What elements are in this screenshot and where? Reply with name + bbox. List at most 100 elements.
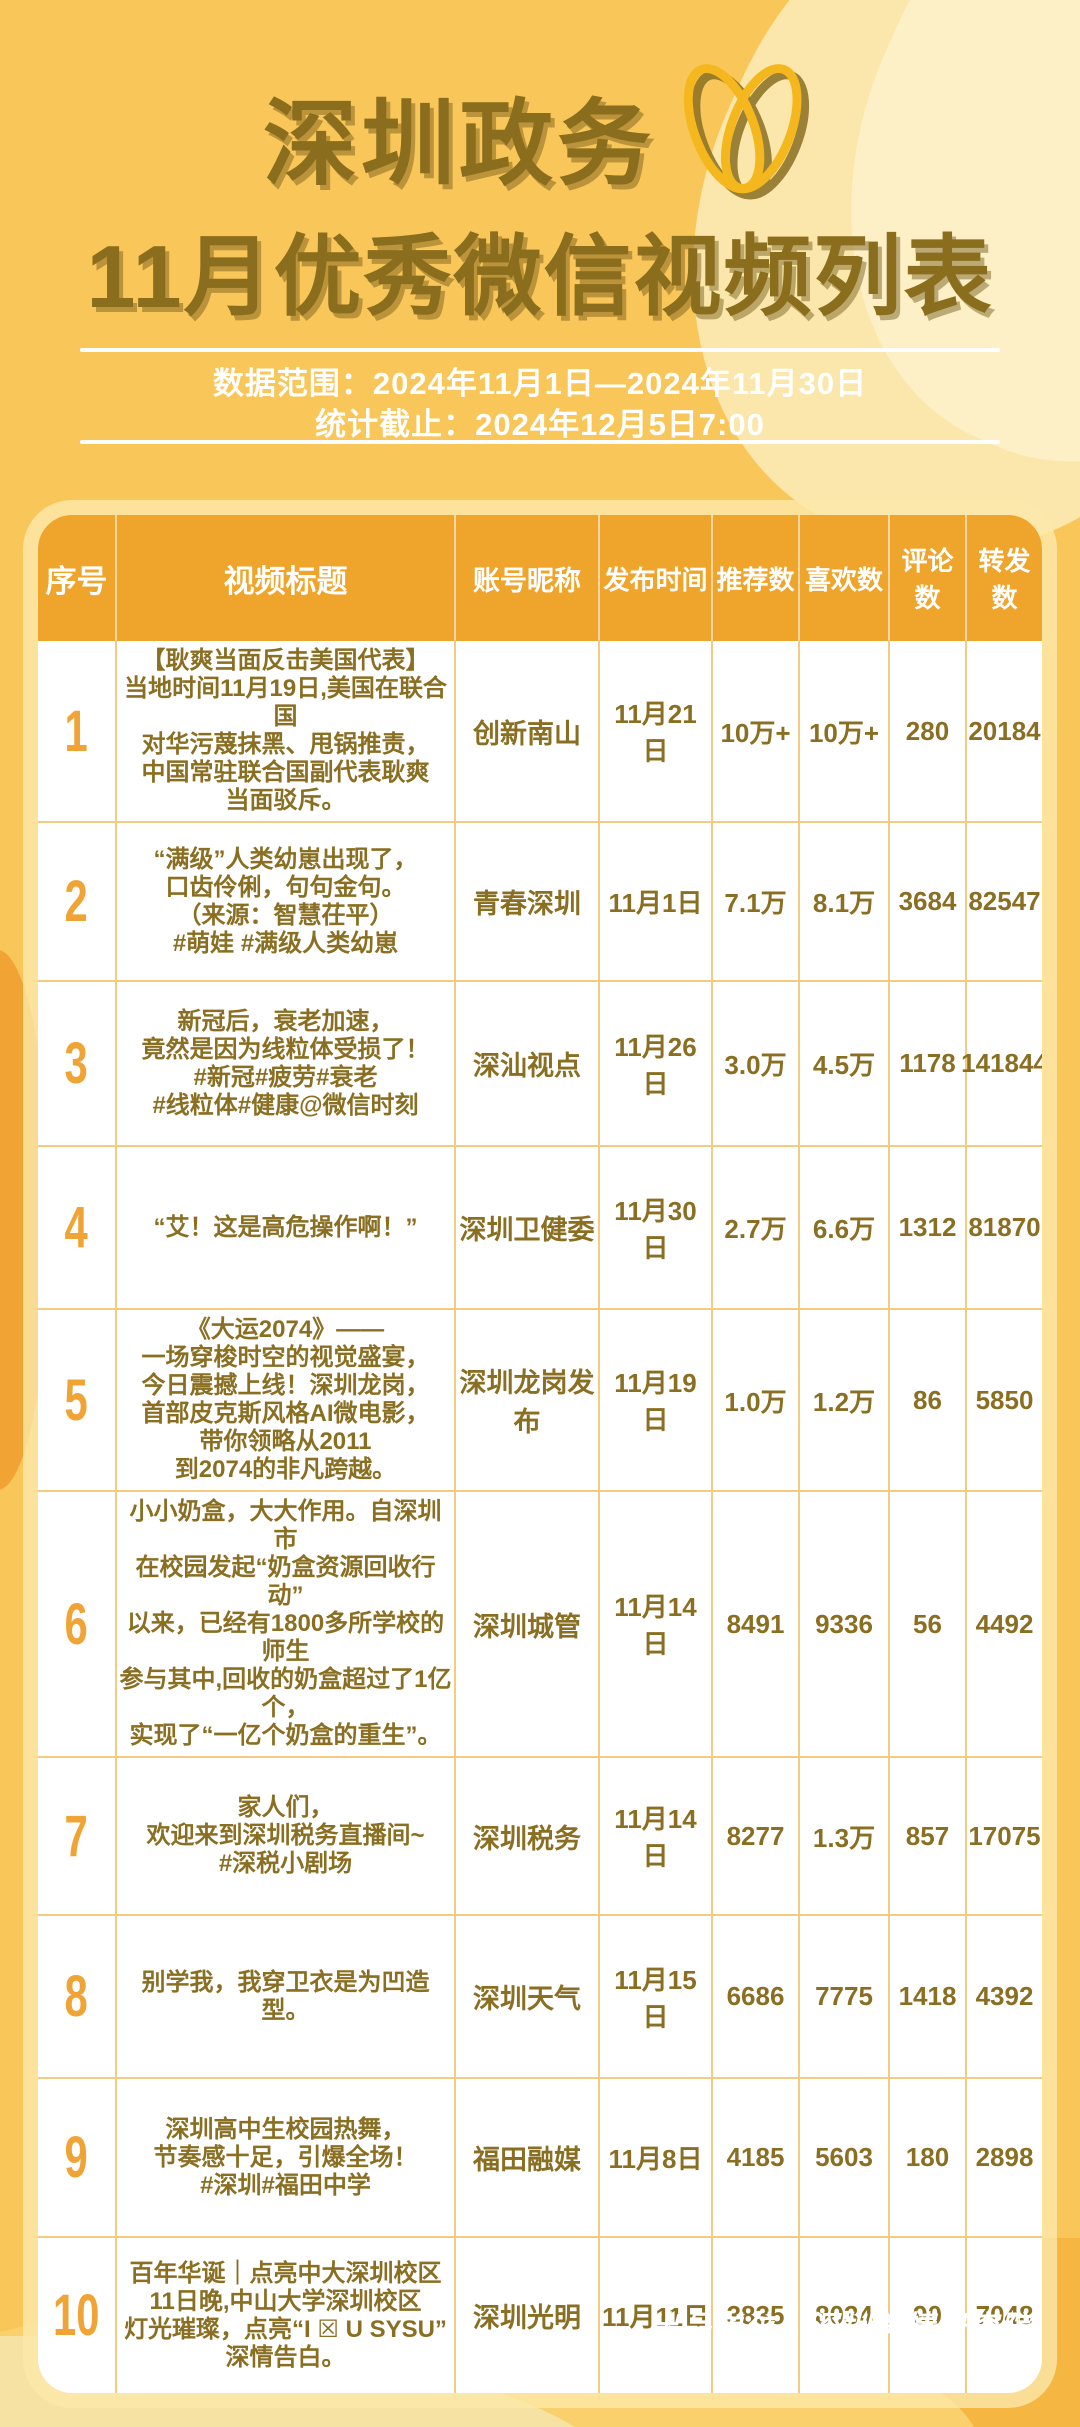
cell-account: 深圳税务 (456, 1758, 600, 1914)
cell-title: 新冠后，衰老加速， 竟然是因为线粒体受损了！ #新冠#疲劳#衰老 #线粒体#健康… (117, 982, 456, 1145)
cell-likes: 10万+ (800, 641, 890, 821)
table-row: 6 小小奶盒，大大作用。自深圳市 在校园发起“奶盒资源回收行动” 以来，已经有18… (38, 1492, 1042, 1758)
cell-comments: 3684 (890, 823, 967, 980)
table-header-row: 序号 视频标题 账号昵称 发布时间 推荐数 喜欢数 评论数 转发数 (38, 515, 1042, 641)
cell-publish_date: 11月15日 (600, 1916, 713, 2077)
cell-shares: 4392 (975, 1981, 1034, 2011)
cell-comments: 1178 (890, 982, 967, 1145)
cell-recommends: 10万+ (713, 641, 800, 821)
page-subtitle: 11月优秀微信视频列表 (86, 227, 994, 326)
cell-title: 小小奶盒，大大作用。自深圳市 在校园发起“奶盒资源回收行动” 以来，已经有180… (117, 1492, 456, 1756)
cell-account: 福田融媒 (456, 2079, 600, 2236)
cell-no: 3 (38, 982, 117, 1145)
cell-title: “满级”人类幼崽出现了， 口齿伶俐，句句金句。 （来源：智慧茌平） #萌娃 #满… (117, 823, 456, 980)
cell-likes: 5603 (800, 2079, 890, 2236)
table-row: 2 “满级”人类幼崽出现了， 口齿伶俐，句句金句。 （来源：智慧茌平） #萌娃 #… (38, 823, 1042, 982)
column-header-account: 账号昵称 (456, 515, 600, 641)
cell-likes: 1.2万 (800, 1310, 890, 1490)
cell-shares: 81870 (968, 1212, 1041, 1242)
cell-publish_date: 11月19日 (600, 1310, 713, 1490)
page-title: 深圳政务 (262, 91, 655, 196)
cell-no: 10 (38, 2238, 117, 2393)
cell-comments: 90 (890, 2238, 967, 2393)
cell-likes: 4.5万 (800, 982, 890, 1145)
column-header-shares: 转发数 (978, 546, 1031, 613)
cell-account: 深圳卫健委 (456, 1147, 600, 1308)
cell-publish_date: 11月21日 (600, 641, 713, 821)
cell-recommends: 2.7万 (713, 1147, 800, 1308)
cell-title: 【耿爽当面反击美国代表】 当地时间11月19日,美国在联合国 对华污蔑抹黑、甩锅… (117, 641, 456, 821)
cell-comments: 1418 (890, 1916, 967, 2077)
column-header-likes: 喜欢数 (800, 515, 890, 641)
cell-shares: 17075 (968, 1820, 1041, 1851)
cell-title: 别学我，我穿卫衣是为凹造型。 (117, 1916, 456, 2077)
cell-likes: 1.3万 (800, 1758, 890, 1914)
column-header-publish_date: 发布时间 (600, 515, 713, 641)
table-body: 1 【耿爽当面反击美国代表】 当地时间11月19日,美国在联合国 对华污蔑抹黑、甩… (38, 641, 1042, 2393)
cell-shares: 20184 (968, 715, 1041, 746)
cell-comments: 1312 (890, 1147, 967, 1308)
cell-recommends: 7.1万 (713, 823, 800, 980)
table-row: 3 新冠后，衰老加速， 竟然是因为线粒体受损了！ #新冠#疲劳#衰老 #线粒体#健… (38, 982, 1042, 1147)
cell-shares: 7048 (975, 2300, 1034, 2330)
cell-comments: 56 (890, 1492, 967, 1756)
cell-account: 深圳天气 (456, 1916, 600, 2077)
cell-likes: 8034 (800, 2238, 890, 2393)
table-row: 9 深圳高中生校园热舞， 节奏感十足，引爆全场！ #深圳#福田中学 福田融媒 11月8… (38, 2079, 1042, 2238)
credit-text: 出品单位 | 深圳舆情研究院 (648, 2311, 1032, 2344)
cell-publish_date: 11月26日 (600, 982, 713, 1145)
cell-publish_date: 11月11日 (600, 2238, 713, 2393)
cell-no: 8 (38, 1916, 117, 2077)
cell-title: “艾！这是高危操作啊！” (117, 1147, 456, 1308)
cell-comments: 180 (890, 2079, 967, 2236)
cell-comments: 280 (890, 641, 967, 821)
divider-bottom (80, 440, 1000, 444)
cell-account: 深圳城管 (456, 1492, 600, 1756)
cell-likes: 7775 (800, 1916, 890, 2077)
table-row: 7 家人们， 欢迎来到深圳税务直播间~ #深税小剧场 深圳税务 11月14日 8277 1… (38, 1758, 1042, 1916)
cell-title: 《大运2074》—— 一场穿梭时空的视觉盛宴， 今日震撼上线！深圳龙岗， 首部皮… (117, 1310, 456, 1490)
cell-likes: 8.1万 (800, 823, 890, 980)
table-row: 5 《大运2074》—— 一场穿梭时空的视觉盛宴， 今日震撼上线！深圳龙岗， 首部… (38, 1310, 1042, 1492)
cell-account: 深汕视点 (456, 982, 600, 1145)
cell-no: 5 (38, 1310, 117, 1490)
column-header-recommends: 推荐数 (713, 515, 800, 641)
cell-recommends: 6686 (713, 1916, 800, 2077)
table-row: 10 百年华诞｜点亮中大深圳校区 11日晚,中山大学深圳校区 灯光璀璨，点亮“I … (38, 2238, 1042, 2393)
cell-recommends: 3.0万 (713, 982, 800, 1145)
cell-account: 创新南山 (456, 641, 600, 821)
cell-title: 家人们， 欢迎来到深圳税务直播间~ #深税小剧场 (117, 1758, 456, 1914)
cell-publish_date: 11月30日 (600, 1147, 713, 1308)
cell-shares: 5850 (975, 1384, 1034, 1415)
cell-no: 6 (38, 1492, 117, 1756)
divider-top (80, 348, 1000, 352)
cell-no: 4 (38, 1147, 117, 1308)
cell-recommends: 4185 (713, 2079, 800, 2236)
cell-no: 2 (38, 823, 117, 980)
cell-recommends: 3835 (713, 2238, 800, 2393)
cell-likes: 9336 (800, 1492, 890, 1756)
column-header-comments: 评论数 (890, 515, 967, 641)
cell-no: 1 (38, 641, 117, 821)
column-header-title: 视频标题 (117, 515, 456, 641)
cell-publish_date: 11月8日 (600, 2079, 713, 2236)
table-row: 1 【耿爽当面反击美国代表】 当地时间11月19日,美国在联合国 对华污蔑抹黑、甩… (38, 641, 1042, 823)
cell-publish_date: 11月1日 (600, 823, 713, 980)
data-range-text: 数据范围：2024年11月1日—2024年11月30日 (212, 366, 868, 401)
cell-publish_date: 11月14日 (600, 1492, 713, 1756)
cell-likes: 6.6万 (800, 1147, 890, 1308)
cell-shares: 4492 (975, 1608, 1034, 1639)
cell-shares: 82547 (968, 886, 1041, 916)
header-title-row: 深圳政务 (0, 62, 1080, 210)
cell-account: 青春深圳 (456, 823, 600, 980)
cell-no: 7 (38, 1758, 117, 1914)
wechat-channels-logo-icon (683, 64, 810, 200)
cell-account: 深圳光明 (456, 2238, 600, 2393)
cell-recommends: 1.0万 (713, 1310, 800, 1490)
cell-comments: 86 (890, 1310, 967, 1490)
cell-title: 百年华诞｜点亮中大深圳校区 11日晚,中山大学深圳校区 灯光璀璨，点亮“I ☒ … (117, 2238, 456, 2393)
cell-shares: 2898 (975, 2142, 1034, 2172)
column-header-no: 序号 (38, 515, 117, 641)
cell-publish_date: 11月14日 (600, 1758, 713, 1914)
